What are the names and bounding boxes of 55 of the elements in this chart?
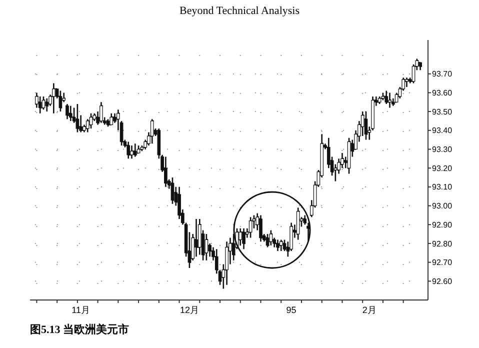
x-tick-label: 95 [286, 305, 296, 315]
candlestick [248, 216, 252, 238]
candlestick [405, 76, 408, 88]
candlestick [279, 239, 283, 252]
candlestick [364, 110, 368, 140]
candlestick [238, 228, 242, 246]
x-tick-label: 11月 [72, 305, 90, 315]
y-tick-label: 92.60 [432, 276, 453, 286]
y-tick-label: 93.00 [432, 202, 453, 211]
candlestick [89, 112, 93, 130]
candlestick [170, 176, 174, 205]
y-tick-label: 93.60 [432, 88, 453, 98]
candlestick [381, 92, 385, 101]
y-tick-label: 93.40 [432, 126, 453, 136]
candlestick [100, 101, 103, 124]
y-tick-label: 92.90 [432, 220, 453, 230]
y-tick-label: 93.30 [432, 145, 453, 154]
candlestick [225, 240, 228, 286]
x-tick-label: 2月 [362, 305, 376, 315]
candlestick [76, 103, 80, 133]
y-tick-label: 93.70 [432, 70, 453, 79]
candlestick [204, 233, 208, 262]
y-tick-label: 93.50 [432, 107, 453, 116]
y-tick-label: 92.70 [432, 258, 453, 268]
x-tick-label: 12月 [180, 305, 199, 315]
candlestick [110, 112, 114, 126]
y-tick-label: 92.80 [432, 239, 453, 248]
chart-title: Beyond Technical Analysis [179, 5, 300, 17]
candlestick [126, 141, 130, 160]
candlestick [52, 82, 56, 114]
candlestick [164, 156, 168, 188]
candlestick [58, 90, 62, 112]
candlestick [347, 137, 351, 174]
candlestick [194, 218, 198, 258]
candlestick [66, 103, 69, 120]
candlestick [378, 96, 382, 105]
candlestick [42, 96, 46, 110]
candlestick [384, 90, 388, 105]
candlestick [130, 144, 134, 160]
candlestick [269, 230, 273, 246]
candlestick [259, 214, 262, 242]
candlestick [45, 98, 49, 112]
candlestick [276, 239, 280, 252]
candlestick [150, 118, 154, 144]
y-tick-label: 93.10 [432, 182, 453, 192]
candlestick [418, 62, 422, 71]
y-tick-label: 93.20 [432, 164, 453, 173]
candlestick [296, 207, 300, 240]
caption: 图5.13 当欧洲美元市 [30, 323, 129, 336]
candlestick [208, 242, 212, 258]
candlestick [266, 233, 270, 248]
candlestick [388, 92, 392, 108]
candlestick [242, 228, 246, 250]
candlestick [38, 96, 42, 114]
candlestick [136, 144, 140, 154]
